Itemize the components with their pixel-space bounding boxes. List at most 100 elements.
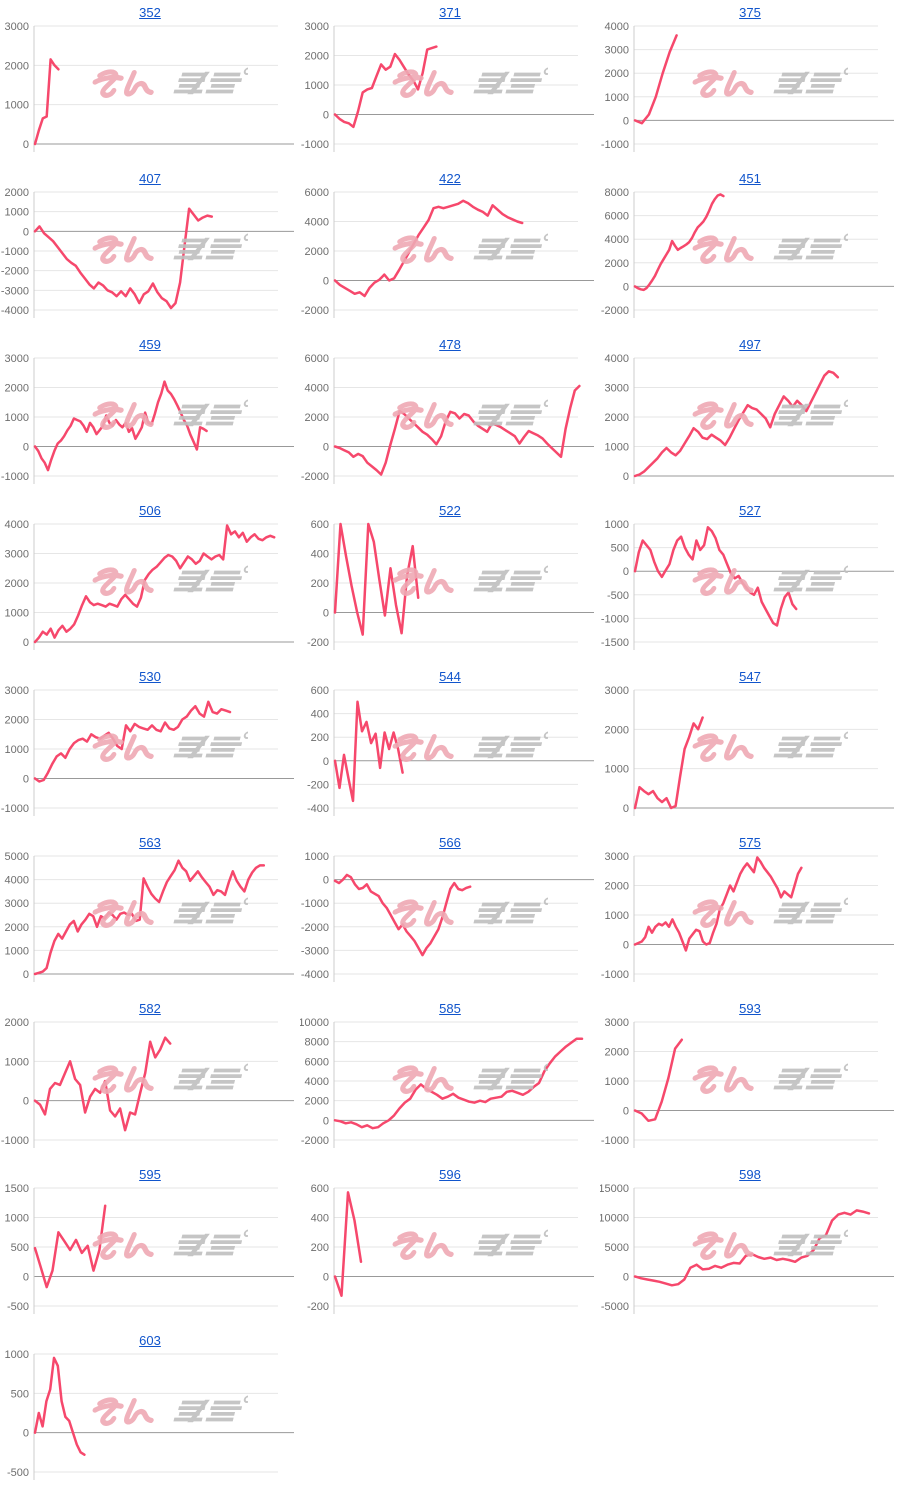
chart-plot: 10000 8000 6000 4000 2000 0 -2000 [300, 1018, 600, 1162]
y-tick-label: 0 [623, 1106, 629, 1118]
chart-title: 596 [300, 1162, 600, 1184]
y-tick-label: -1000 [1, 471, 29, 483]
y-tick-label: -500 [7, 1467, 29, 1479]
y-tick-label: 1000 [605, 92, 629, 104]
chart-title-link[interactable]: 527 [739, 503, 761, 518]
chart-title-link[interactable]: 530 [139, 669, 161, 684]
y-tick-label: 3000 [605, 686, 629, 697]
y-tick-label: 4000 [605, 234, 629, 246]
y-tick-label: 400 [311, 709, 329, 721]
y-tick-label: 1000 [5, 1213, 29, 1225]
y-tick-label: 2000 [605, 258, 629, 270]
y-tick-label: 2000 [5, 578, 29, 590]
y-tick-label: -1000 [601, 1135, 629, 1147]
line-chart: 2000 1000 0 -1000 [1, 1018, 294, 1148]
series-line [333, 700, 404, 803]
chart-title-link[interactable]: 603 [139, 1333, 161, 1348]
chart-title: 582 [0, 996, 300, 1018]
watermark-logo [93, 1230, 251, 1257]
chart-title-link[interactable]: 352 [139, 5, 161, 20]
chart-title-link[interactable]: 522 [439, 503, 461, 518]
chart-cell: 407 2000 1000 0 -1000 -2000 -3000 -4000 [0, 166, 300, 332]
line-chart: 8000 6000 4000 2000 0 -2000 [601, 188, 894, 318]
chart-cell: 598 15000 10000 5000 0 -5000 [600, 1162, 900, 1328]
y-tick-label: 0 [323, 276, 329, 288]
chart-title-link[interactable]: 547 [739, 669, 761, 684]
series-line [333, 873, 472, 957]
chart-title-link[interactable]: 422 [439, 171, 461, 186]
chart-plot: 3000 2000 1000 0 -1000 [300, 22, 600, 166]
chart-title-link[interactable]: 596 [439, 1167, 461, 1182]
line-chart: 4000 3000 2000 1000 0 [5, 520, 294, 650]
chart-title-link[interactable]: 575 [739, 835, 761, 850]
y-tick-label: -200 [307, 637, 329, 649]
chart-title-link[interactable]: 563 [139, 835, 161, 850]
chart-title-link[interactable]: 407 [139, 171, 161, 186]
y-tick-label: 500 [11, 1242, 29, 1254]
y-tick-label: 0 [323, 608, 329, 620]
y-tick-label: 2000 [305, 246, 329, 258]
watermark-logo [693, 68, 851, 95]
watermark-logo [393, 732, 551, 759]
y-tick-label: 1000 [5, 100, 29, 112]
y-tick-label: 0 [23, 1096, 29, 1108]
y-tick-label: -400 [307, 803, 329, 815]
y-tick-label: 1000 [605, 1076, 629, 1088]
y-tick-label: -1000 [601, 969, 629, 981]
series-line [633, 34, 678, 125]
series-line [33, 207, 214, 310]
y-tick-label: 1000 [5, 1056, 29, 1068]
chart-title-link[interactable]: 497 [739, 337, 761, 352]
y-tick-label: 2000 [5, 383, 29, 395]
chart-title-link[interactable]: 566 [439, 835, 461, 850]
chart-cell: 522 600 400 200 0 -200 [300, 498, 600, 664]
chart-title-link[interactable]: 371 [439, 5, 461, 20]
line-chart: 2000 1000 0 -1000 -2000 -3000 -4000 [1, 188, 294, 318]
chart-title-link[interactable]: 593 [739, 1001, 761, 1016]
chart-title-link[interactable]: 582 [139, 1001, 161, 1016]
y-tick-label: -4000 [301, 969, 329, 981]
chart-title-link[interactable]: 595 [139, 1167, 161, 1182]
y-tick-label: -1500 [601, 637, 629, 649]
y-tick-label: 6000 [305, 1056, 329, 1068]
chart-cell: 478 6000 4000 2000 0 -2000 [300, 332, 600, 498]
chart-title: 566 [300, 830, 600, 852]
y-tick-label: 3000 [605, 852, 629, 863]
chart-plot: 1500 1000 500 0 -500 [0, 1184, 300, 1328]
chart-title-link[interactable]: 375 [739, 5, 761, 20]
line-chart: 1000 0 -1000 -2000 -3000 -4000 [301, 852, 594, 982]
y-tick-label: 2000 [605, 724, 629, 736]
chart-plot: 1000 0 -1000 -2000 -3000 -4000 [300, 852, 600, 996]
chart-title: 595 [0, 1162, 300, 1184]
chart-title: 603 [0, 1328, 300, 1350]
chart-cell: 585 10000 8000 6000 4000 2000 0 -2000 [300, 996, 600, 1162]
chart-title: 459 [0, 332, 300, 354]
y-tick-label: -2000 [601, 305, 629, 317]
y-tick-label: 4000 [305, 1076, 329, 1088]
y-tick-label: 1500 [5, 1184, 29, 1195]
y-tick-label: 2000 [5, 1018, 29, 1029]
chart-title-link[interactable]: 506 [139, 503, 161, 518]
chart-plot: 8000 6000 4000 2000 0 -2000 [600, 188, 900, 332]
y-tick-label: 5000 [5, 852, 29, 863]
y-tick-label: 0 [623, 566, 629, 578]
chart-title-link[interactable]: 459 [139, 337, 161, 352]
chart-title-link[interactable]: 478 [439, 337, 461, 352]
chart-plot: 3000 2000 1000 0 [0, 22, 300, 166]
y-tick-label: 0 [623, 1272, 629, 1284]
line-chart: 600 400 200 0 -200 [307, 520, 594, 650]
y-tick-label: -1000 [601, 613, 629, 625]
chart-title-link[interactable]: 598 [739, 1167, 761, 1182]
series-line [333, 1037, 584, 1130]
y-tick-label: -1000 [301, 898, 329, 910]
y-tick-label: 1000 [5, 412, 29, 424]
line-chart: 10000 8000 6000 4000 2000 0 -2000 [300, 1018, 594, 1148]
y-tick-label: -200 [307, 779, 329, 791]
chart-cell: 575 3000 2000 1000 0 -1000 [600, 830, 900, 996]
chart-title-link[interactable]: 585 [439, 1001, 461, 1016]
line-chart: 3000 2000 1000 0 -1000 [1, 354, 294, 484]
y-tick-label: -2000 [301, 305, 329, 317]
chart-title-link[interactable]: 544 [439, 669, 461, 684]
chart-title-link[interactable]: 451 [739, 171, 761, 186]
series-line [333, 1191, 363, 1297]
